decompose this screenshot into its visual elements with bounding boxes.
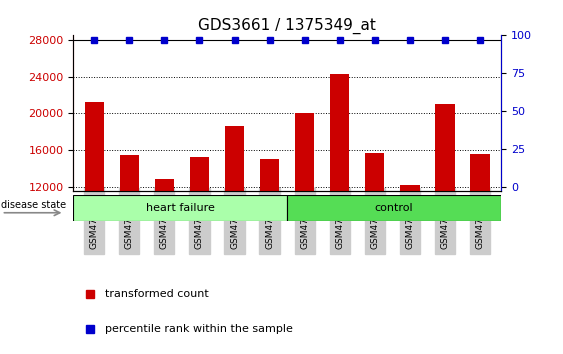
Bar [295, 113, 314, 191]
Title: GDS3661 / 1375349_at: GDS3661 / 1375349_at [198, 18, 376, 34]
Bar [287, 195, 501, 221]
Bar [155, 179, 174, 191]
Bar [73, 195, 287, 221]
Text: percentile rank within the sample: percentile rank within the sample [105, 324, 293, 334]
Bar [470, 154, 490, 191]
Text: control: control [375, 203, 413, 213]
Text: disease state: disease state [2, 200, 66, 210]
Bar [330, 74, 350, 191]
Bar [365, 153, 385, 191]
Bar [435, 104, 454, 191]
Bar [260, 159, 279, 191]
Bar [120, 155, 139, 191]
Bar [225, 126, 244, 191]
Text: heart failure: heart failure [146, 203, 215, 213]
Bar [400, 185, 419, 191]
Bar [84, 102, 104, 191]
Text: transformed count: transformed count [105, 289, 209, 299]
Bar [190, 157, 209, 191]
